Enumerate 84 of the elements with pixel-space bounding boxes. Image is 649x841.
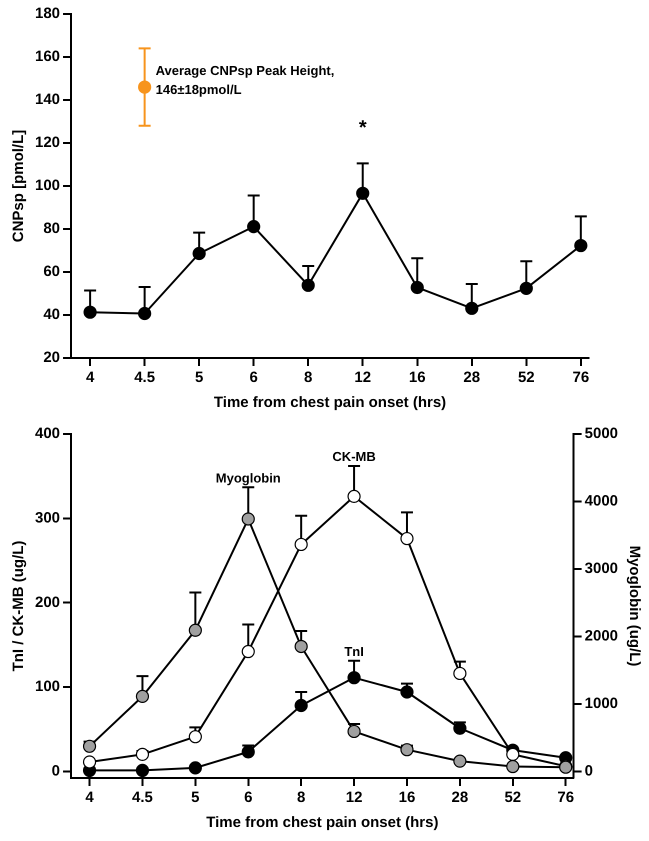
x-axis-title: Time from chest pain onset (hrs) [214,394,446,412]
point [242,644,255,658]
x-tick-label: 6 [250,369,258,386]
y-tick-label: 120 [34,134,60,152]
point [520,282,533,295]
text: Myoglobin [216,470,281,486]
y-tick-label: 20 [43,349,60,366]
point [356,186,370,200]
y-tick-label: 200 [34,594,60,611]
x-tick-label: 76 [557,789,574,806]
y-tick-label: 60 [43,263,60,280]
y-tick-label: 140 [34,91,60,108]
y-tick-label: 180 [34,5,60,22]
x-tick-label: 4.5 [134,369,156,386]
point [294,538,308,552]
x-tick-label: 4 [86,369,95,386]
y-tick-label: 40 [43,306,60,324]
point [82,755,96,769]
x-tick-label: 8 [296,789,306,806]
x-tick-label: 4.5 [132,789,153,806]
y2-tick-label: 4000 [584,492,618,510]
series-label: TnI [344,644,364,659]
x-tick-label: 16 [398,789,416,806]
point [188,624,202,637]
point [347,490,361,503]
x-tick-label: 5 [191,789,200,806]
point [242,745,255,758]
y-axis-title: TnI / CK-MB (ug/L) [10,540,28,672]
point [410,280,424,294]
y-tick-label: 300 [34,509,60,526]
y-axis-title: CNPsp [pmol/L] [10,130,28,242]
y-tick-label: 400 [34,425,60,442]
y-tick-label: 100 [34,678,60,696]
y-tick-label: 160 [34,48,60,66]
x-tick-label: 6 [244,789,252,806]
point [347,724,361,738]
annotation: Average CNPsp Peak Height, 146±18pmol/L [156,63,334,98]
x-tick-label: 4 [85,789,94,806]
point [242,512,255,526]
point [294,698,308,712]
point [453,722,466,735]
point [84,306,97,319]
point [188,761,202,774]
y2-tick-label: 0 [584,762,593,780]
y2-tick-label: 5000 [584,425,618,442]
x-tick-label: 12 [346,789,362,806]
point [506,760,520,774]
x-tick-label: 52 [518,369,535,386]
x-axis-title: Time from chest pain onset (hrs) [206,814,438,832]
point [136,748,150,761]
y-tick-label: 80 [43,220,60,238]
point [453,754,466,768]
point [506,748,520,761]
point [188,730,202,744]
point [400,685,414,699]
point [247,220,260,234]
point [192,246,206,260]
x-tick-label: 5 [194,369,204,386]
x-tick-label: 12 [354,369,372,386]
point [138,306,152,320]
x-tick-label: 16 [408,369,426,386]
point [465,302,478,315]
y-tick-label: 100 [34,177,60,194]
point [400,532,414,546]
point [453,666,466,680]
point [347,671,361,684]
point [574,238,588,252]
y2-tick-label: 1000 [584,694,618,712]
x-tick-label: 8 [304,369,312,386]
y2-tick-label: 2000 [584,627,618,644]
y-tick-label: 0 [52,762,60,780]
point [400,743,414,756]
point [294,640,308,654]
text: CK-MB [332,449,376,464]
y2-axis-title: Myoglobin (ug/L) [626,546,643,666]
annotation: * [358,116,367,139]
x-tick-label: 28 [463,369,480,386]
x-tick-label: 28 [452,789,468,806]
point [136,764,150,778]
point [302,278,315,292]
y2-tick-label: 3000 [584,560,618,578]
point [136,690,150,703]
x-tick-label: 52 [504,789,522,806]
x-tick-label: 76 [572,369,590,386]
